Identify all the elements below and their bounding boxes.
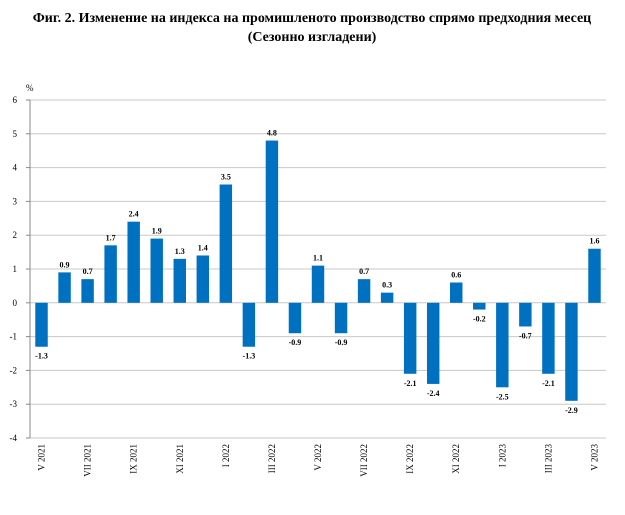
- x-tick-label: IX 2022: [405, 444, 415, 474]
- y-tick-label: -4: [10, 433, 18, 443]
- x-tick-label: V 2022: [313, 444, 323, 471]
- value-label: -0.7: [519, 331, 532, 340]
- y-tick-label: 6: [13, 95, 18, 105]
- bar: [311, 265, 325, 303]
- x-tick-label: I 2022: [221, 444, 231, 467]
- y-tick-label: 4: [13, 163, 18, 173]
- y-tick-label: -1: [10, 332, 18, 342]
- value-label: 4.8: [267, 129, 277, 138]
- value-label: 1.1: [313, 254, 323, 263]
- y-tick-label: 0: [13, 298, 18, 308]
- value-label: -0.9: [335, 338, 348, 347]
- bar: [150, 238, 163, 303]
- value-label: 1.9: [152, 227, 162, 236]
- value-label: 1.3: [175, 247, 185, 256]
- x-tick-label: VII 2022: [359, 444, 369, 477]
- value-label: -2.1: [404, 379, 417, 388]
- x-tick-label: III 2022: [267, 444, 277, 473]
- bar: [357, 279, 371, 303]
- bar: [496, 302, 509, 388]
- y-tick-label: -2: [10, 365, 18, 375]
- bar: [450, 282, 463, 303]
- chart-subtitle: (Сезонно изгладени): [248, 30, 377, 45]
- y-tick-label: 5: [13, 129, 18, 139]
- x-tick-label: I 2023: [497, 444, 507, 468]
- x-tick-label: IX 2021: [129, 444, 139, 474]
- bar: [58, 272, 71, 303]
- bar: [242, 302, 256, 347]
- value-label: 3.5: [221, 173, 231, 182]
- y-tick-label: 3: [13, 196, 18, 206]
- bar: [334, 302, 348, 334]
- bar: [565, 302, 578, 401]
- bar: [219, 184, 233, 303]
- value-label: 0.6: [451, 271, 461, 280]
- value-label: 0.9: [60, 260, 70, 269]
- bar: [542, 302, 555, 374]
- bar: [519, 302, 532, 327]
- x-tick-label: III 2023: [543, 444, 553, 474]
- y-tick-label: -3: [10, 399, 18, 409]
- bar: [196, 255, 210, 303]
- value-label: 1.6: [589, 237, 599, 246]
- value-label: -0.2: [473, 315, 486, 324]
- bar: [265, 140, 279, 303]
- value-label: 0.7: [359, 267, 369, 276]
- value-label: 1.7: [106, 233, 116, 242]
- x-tick-label: XI 2021: [175, 444, 185, 474]
- bar: [288, 302, 302, 334]
- value-label: -1.3: [243, 352, 256, 361]
- value-label: -0.9: [289, 338, 302, 347]
- value-label: 1.4: [198, 243, 208, 252]
- bar: [81, 279, 94, 303]
- y-tick-label: 1: [13, 264, 18, 274]
- chart-title: Фиг. 2. Изменение на индекса на промишле…: [33, 11, 592, 26]
- bar: [588, 248, 601, 303]
- bar: [403, 302, 417, 374]
- y-axis-label: %: [26, 83, 34, 93]
- value-label: -2.5: [496, 392, 509, 401]
- value-label: 0.7: [83, 267, 93, 276]
- value-label: -2.4: [427, 389, 440, 398]
- bar: [426, 302, 440, 384]
- bar: [127, 221, 140, 303]
- value-label: -2.1: [542, 379, 555, 388]
- value-label: -1.3: [35, 352, 48, 361]
- y-tick-label: 2: [13, 230, 18, 240]
- x-tick-label: V 2021: [37, 444, 47, 471]
- value-label: -2.9: [565, 406, 578, 415]
- x-tick-label: XI 2022: [451, 444, 461, 474]
- bar: [473, 302, 486, 310]
- bar: [35, 302, 48, 347]
- x-tick-label: VII 2021: [83, 444, 93, 477]
- bar: [104, 245, 117, 303]
- bar: [173, 258, 186, 303]
- value-label: 2.4: [129, 210, 139, 219]
- value-label: 0.3: [382, 281, 392, 290]
- bar: [380, 292, 394, 303]
- x-tick-label: V 2023: [589, 444, 599, 471]
